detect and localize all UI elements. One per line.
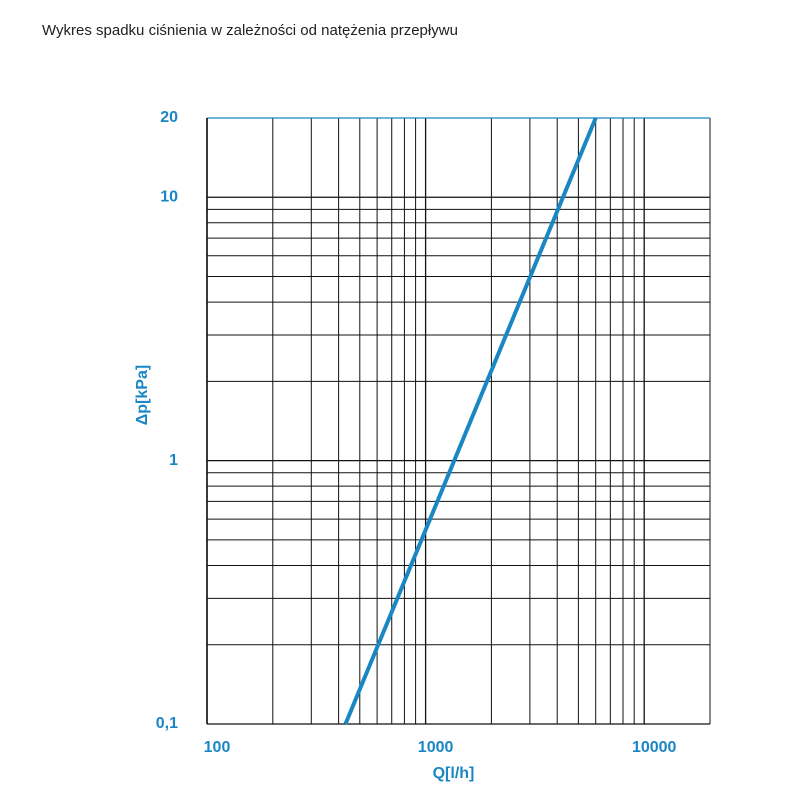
- x-tick-label: 1000: [418, 739, 454, 756]
- y-tick-label: 0,1: [156, 715, 178, 732]
- y-tick-label: 20: [160, 109, 178, 126]
- page-title: Wykres spadku ciśnienia w zależności od …: [42, 22, 458, 39]
- x-tick-label: 100: [204, 739, 231, 756]
- y-tick-label: 10: [160, 188, 178, 205]
- y-axis-label: Δp[kPa]: [134, 365, 151, 425]
- y-tick-label: 1: [169, 452, 178, 469]
- x-tick-label: 10000: [632, 739, 677, 756]
- data-line: [343, 117, 598, 725]
- x-axis-label: Q[l/h]: [433, 765, 475, 782]
